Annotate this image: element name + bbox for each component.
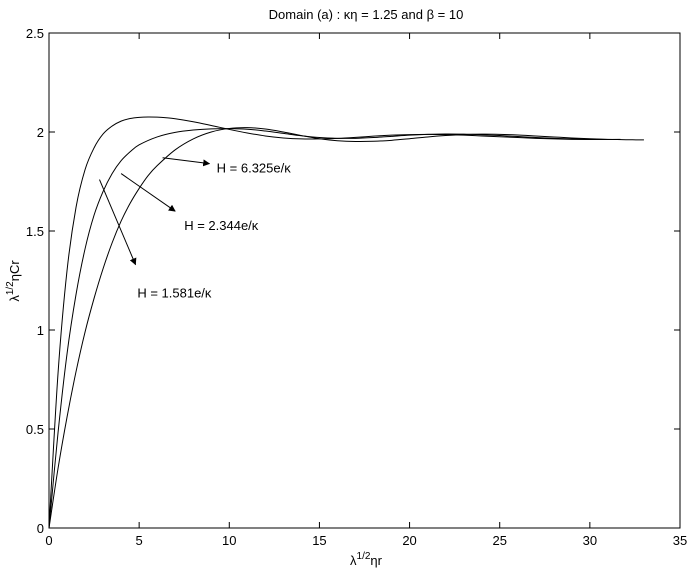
y-axis-label-sup: 1/2 (5, 281, 16, 295)
series-line-1 (48, 116, 621, 529)
x-axis-label: λ1/2ηr (350, 551, 383, 568)
y-tick-label: 1.5 (26, 224, 44, 239)
chart-title: Domain (a) : κη = 1.25 and β = 10 (269, 7, 464, 22)
x-axis-ticks: 0 5 10 15 20 25 30 35 (45, 33, 687, 548)
x-tick-label: 10 (222, 533, 236, 548)
x-axis-label-sup: 1/2 (357, 551, 371, 562)
annotation-arrow (120, 173, 176, 212)
annotations: H = 6.325e/κ H = 2.344e/κ H = 1.581e/κ (99, 157, 292, 300)
x-tick-label: 0 (45, 533, 52, 548)
series-line-2 (48, 128, 617, 529)
annotation-arrow (99, 179, 137, 266)
annotation-label: H = 6.325e/κ (217, 161, 292, 176)
x-tick-label: 30 (583, 533, 597, 548)
annotation-label: H = 2.344e/κ (184, 218, 259, 233)
y-tick-label: 2 (37, 125, 44, 140)
x-tick-label: 5 (136, 533, 143, 548)
y-axis-label-base: λ (7, 295, 22, 302)
x-tick-label: 25 (492, 533, 506, 548)
series-lines (48, 116, 644, 529)
y-tick-label: 0.5 (26, 422, 44, 437)
x-axis-label-rest: ηr (370, 553, 382, 568)
y-axis-label: λ1/2ηCr (5, 260, 22, 302)
y-tick-label: 2.5 (26, 26, 44, 41)
series-line-3 (48, 127, 644, 529)
x-tick-label: 35 (673, 533, 687, 548)
y-tick-label: 1 (37, 323, 44, 338)
plot-frame (48, 32, 681, 529)
y-tick-label: 0 (37, 521, 44, 536)
y-axis-ticks: 0 0.5 1 1.5 2 2.5 (26, 26, 680, 536)
annotation-label: H = 1.581e/κ (137, 285, 212, 300)
y-axis-label-rest: ηCr (7, 260, 22, 282)
x-tick-label: 15 (312, 533, 326, 548)
annotation-arrow (162, 157, 211, 167)
x-axis-label-base: λ (350, 553, 357, 568)
x-tick-label: 20 (402, 533, 416, 548)
